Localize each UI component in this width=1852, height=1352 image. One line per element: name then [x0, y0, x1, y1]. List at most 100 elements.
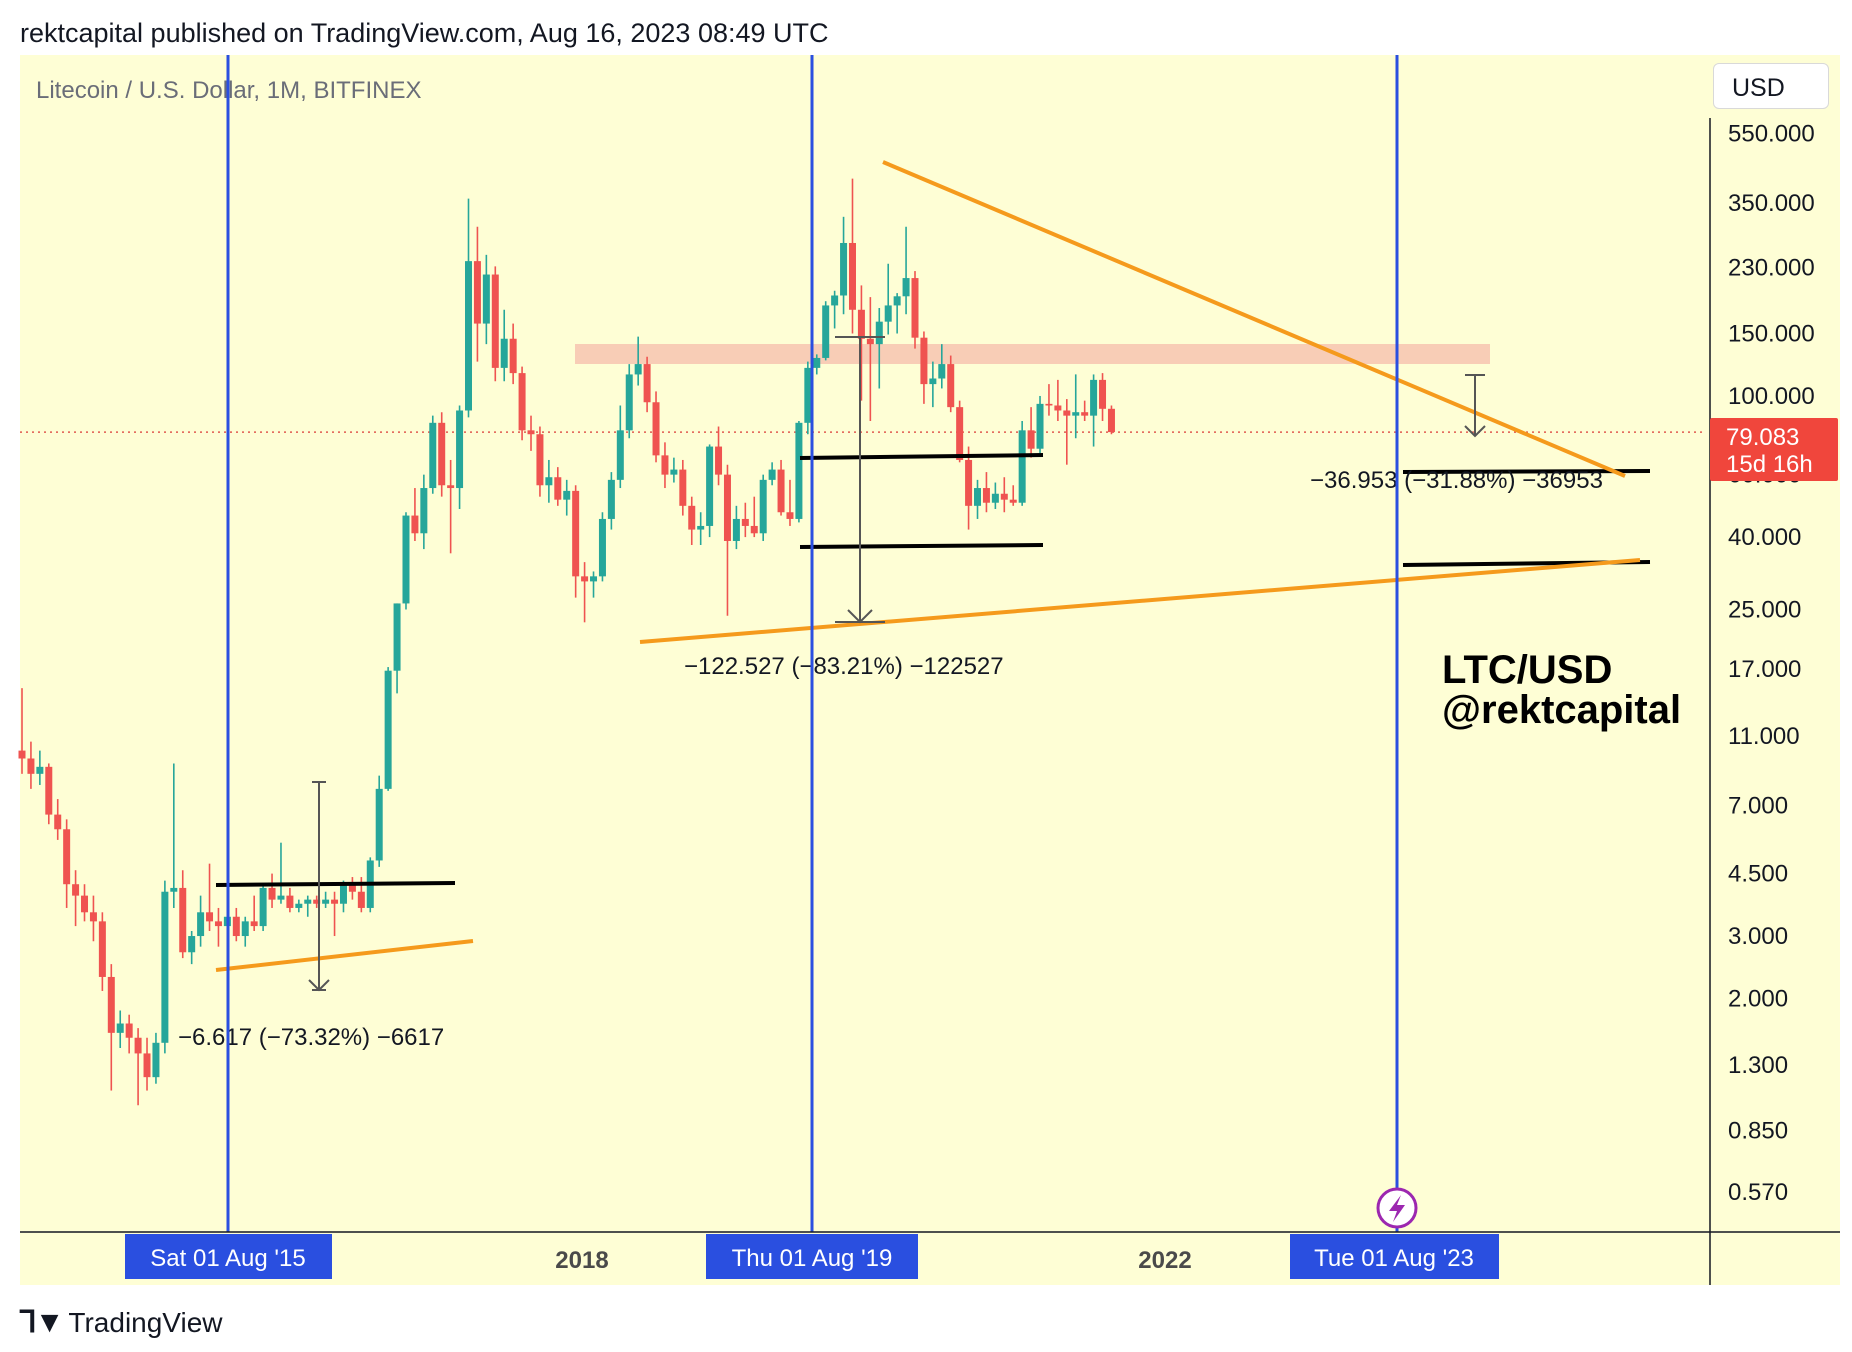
- candle-down: [911, 278, 919, 338]
- y-tick-label: 0.570: [1728, 1179, 1788, 1206]
- y-tick-label: 2.000: [1728, 985, 1788, 1012]
- footer-brand-label: TradingView: [68, 1306, 223, 1338]
- candle-up: [929, 378, 937, 385]
- candle-down: [652, 402, 660, 456]
- candle-down: [509, 338, 517, 374]
- date-marker-label-2015: Sat 01 Aug '15: [125, 1234, 332, 1279]
- candle-down: [947, 364, 955, 408]
- candle-down: [134, 1037, 142, 1054]
- candle-down: [250, 921, 258, 927]
- candle-up: [295, 903, 303, 908]
- candle-down: [214, 921, 222, 927]
- candle-down: [143, 1053, 151, 1078]
- candle-up: [1072, 412, 1080, 416]
- candle-up: [116, 1023, 124, 1033]
- candle-up: [241, 921, 249, 937]
- measure-label-2019: −122.527 (−83.21%) −122527: [684, 653, 1004, 680]
- footer-brand[interactable]: ⅂▼ TradingView: [20, 1305, 223, 1340]
- currency-button[interactable]: USD: [1713, 63, 1829, 109]
- candle-up: [1018, 430, 1026, 503]
- candle-down: [206, 912, 214, 922]
- candle-up: [607, 479, 615, 519]
- candle-down: [857, 309, 865, 339]
- candle-down: [956, 407, 964, 460]
- candle-down: [777, 469, 785, 513]
- candle-down: [18, 750, 26, 759]
- last-price-value: 79.083: [1726, 424, 1799, 451]
- candle-down: [848, 242, 856, 310]
- y-tick-label: 11.000: [1728, 723, 1800, 750]
- candle-down: [179, 887, 187, 953]
- measure-arrow-2023: [1464, 374, 1486, 438]
- candle-up: [706, 446, 714, 526]
- x-label-2018: 2018: [555, 1247, 608, 1274]
- candle-up: [482, 274, 490, 324]
- candle-up: [616, 430, 624, 480]
- y-tick-label: 7.000: [1728, 793, 1788, 820]
- measure-arrow-2019: [835, 336, 885, 624]
- candle-down: [125, 1023, 133, 1038]
- candle-down: [866, 338, 874, 345]
- svg-text:Thu 01 Aug '19: Thu 01 Aug '19: [732, 1245, 893, 1272]
- candle-down: [741, 518, 749, 526]
- candle-down: [661, 455, 669, 475]
- y-tick-label: 0.850: [1728, 1117, 1788, 1144]
- candle-up: [304, 899, 312, 904]
- flash-alert-icon[interactable]: [1376, 1187, 1418, 1229]
- candle-down: [63, 829, 71, 885]
- measure-label-2023: −36.953 (−31.88%) −36953: [1310, 467, 1603, 494]
- candle-up: [634, 364, 642, 375]
- candle-down: [723, 474, 731, 541]
- candle-up: [465, 261, 472, 411]
- range-top-2019: [799, 453, 1044, 460]
- svg-text:Tue 01 Aug '23: Tue 01 Aug '23: [1314, 1245, 1474, 1272]
- candle-up: [277, 895, 285, 900]
- x-label-2022: 2022: [1138, 1247, 1191, 1274]
- candle-down: [286, 895, 294, 908]
- candle-up: [393, 603, 401, 671]
- candle-down: [491, 274, 499, 368]
- candlestick-series: [18, 178, 1115, 1106]
- candle-up: [759, 479, 767, 534]
- candle-down: [357, 891, 365, 908]
- resistance-zone: [575, 344, 1490, 364]
- candle-up: [697, 525, 705, 530]
- y-tick-label: 150.000: [1728, 321, 1815, 348]
- candle-up: [875, 321, 883, 345]
- candle-down: [643, 364, 651, 403]
- candle-down: [98, 921, 106, 977]
- candle-up: [813, 357, 821, 368]
- y-tick-label: 230.000: [1728, 255, 1815, 282]
- y-tick-label: 4.500: [1728, 861, 1788, 888]
- candle-up: [902, 278, 910, 297]
- candle-down: [411, 515, 419, 534]
- candle-down: [313, 899, 321, 904]
- y-tick-label: 25.000: [1728, 596, 1801, 623]
- ascending-trendline-support: [639, 558, 1641, 644]
- measure-label-2015: −6.617 (−73.32%) −6617: [178, 1024, 444, 1051]
- candle-up: [36, 766, 44, 774]
- y-tick-label: 1.300: [1728, 1052, 1788, 1079]
- candle-up: [259, 887, 267, 927]
- candle-down: [1027, 430, 1035, 449]
- publish-header: rektcapital published on TradingView.com…: [20, 18, 829, 48]
- last-price-label: 79.083 15d 16h: [1710, 418, 1838, 481]
- candle-down: [1063, 410, 1071, 416]
- plot-background: [20, 55, 1840, 1285]
- candle-up: [938, 364, 946, 379]
- candle-up: [429, 422, 437, 489]
- candle-down: [89, 912, 97, 922]
- range-top-2015: [215, 881, 456, 887]
- candle-down: [688, 505, 696, 530]
- candle-up: [893, 296, 901, 306]
- y-tick-label: 100.000: [1728, 383, 1815, 410]
- candle-up: [161, 891, 169, 1043]
- candle-up: [840, 242, 848, 296]
- candle-up: [197, 912, 205, 937]
- y-tick-label: 3.000: [1728, 923, 1788, 950]
- candle-up: [1036, 403, 1044, 449]
- candle-up: [402, 515, 410, 604]
- last-price-countdown: 15d 16h: [1726, 451, 1813, 478]
- candle-down: [473, 261, 481, 324]
